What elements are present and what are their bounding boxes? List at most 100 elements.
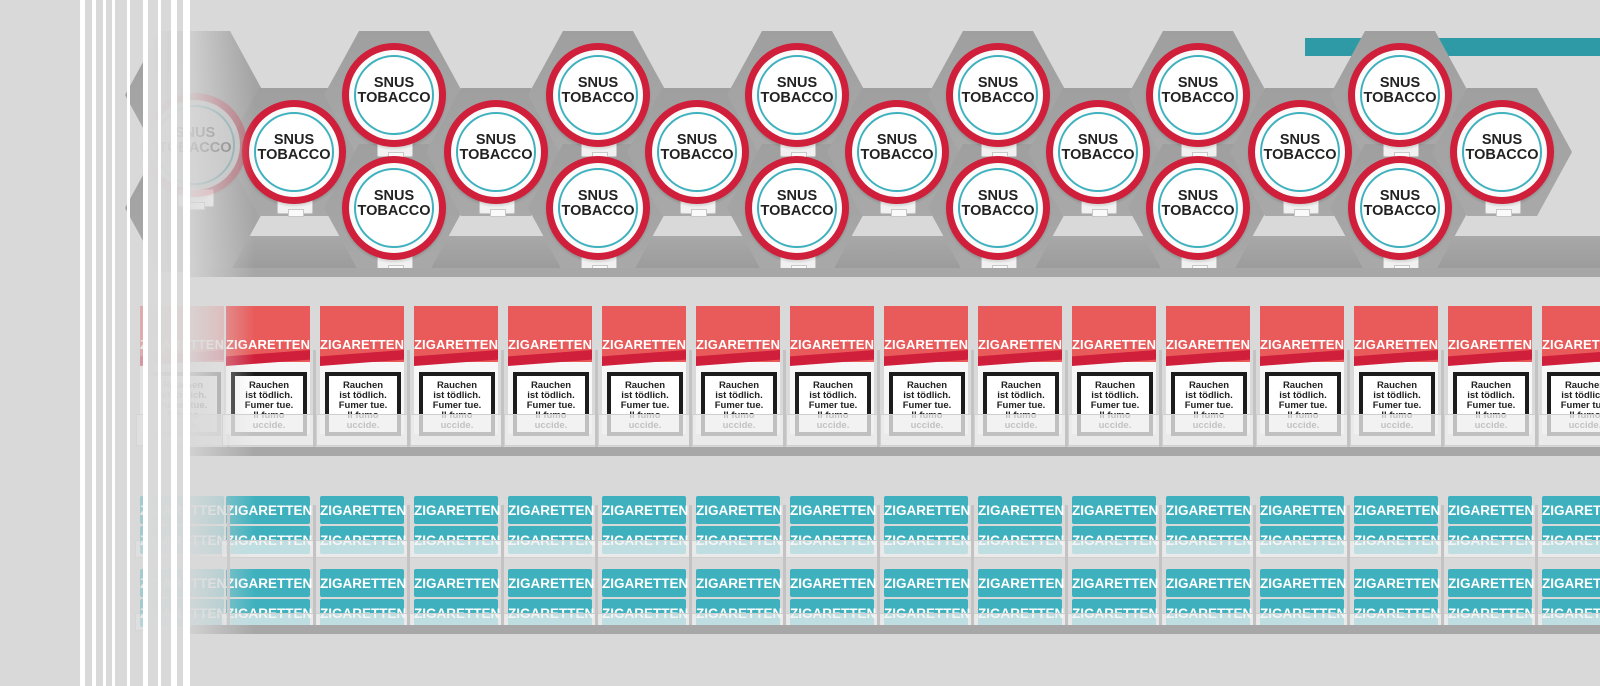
pack-sleeve [692, 414, 784, 446]
pack-brand: ZIGARETTEN [1072, 576, 1159, 591]
pack-brand: ZIGARETTEN [1072, 503, 1159, 518]
pack-brand: ZIGARETTEN [978, 337, 1063, 352]
pack-sleeve [1255, 540, 1351, 558]
pack-brand: ZIGARETTEN [978, 503, 1065, 518]
pack-sleeve [879, 540, 975, 558]
teal-cigarette-pack: ZIGARETTEN [1542, 569, 1600, 597]
pack-sleeve [974, 414, 1066, 446]
tin-label-line2: TOBACCO [1363, 203, 1437, 219]
pack-sleeve [1068, 414, 1160, 446]
teal-cigarette-pack: ZIGARETTEN [790, 496, 877, 524]
warning-line: ist tödlich. [245, 390, 293, 401]
tin-inner-ring [254, 112, 334, 192]
warning-line: Rauchen [530, 380, 572, 391]
pack-brand: ZIGARETTEN [696, 337, 781, 352]
pack-sleeve [315, 540, 411, 558]
pack-sleeve [503, 540, 599, 558]
warning-line: Fumer tue. [996, 400, 1046, 411]
tin-inner-ring [354, 55, 434, 135]
warning-line: Fumer tue. [620, 400, 670, 411]
pack-sleeve [1161, 540, 1257, 558]
pack-brand: ZIGARETTEN [884, 503, 971, 518]
tin-label-line2: TOBACCO [760, 203, 834, 219]
pack-sleeve [1443, 540, 1539, 558]
tin-inner-ring [354, 168, 434, 248]
teal-cigarette-pack: ZIGARETTEN [1448, 569, 1535, 597]
tin-label-line2: TOBACCO [1263, 147, 1337, 163]
tin-label-line2: TOBACCO [961, 90, 1035, 106]
warning-line: Fumer tue. [432, 400, 482, 411]
teal-cigarette-pack: ZIGARETTEN [1072, 496, 1159, 524]
teal-cigarette-pack: ZIGARETTEN [1354, 496, 1440, 524]
warning-line: ist tödlich. [1185, 390, 1233, 401]
warning-line: Fumer tue. [808, 400, 858, 411]
pack-sleeve [1537, 540, 1600, 558]
warning-line: ist tödlich. [527, 390, 575, 401]
tin-label-line2: TOBACCO [357, 203, 431, 219]
pack-brand: ZIGARETTEN [508, 337, 593, 352]
pack-divider [783, 505, 786, 625]
warning-line: Rauchen [1376, 380, 1418, 391]
pack-brand: ZIGARETTEN [1166, 337, 1251, 352]
teal-cigarette-pack: ZIGARETTEN [1260, 496, 1346, 524]
support-pole [80, 0, 85, 686]
tin-inner-ring [657, 112, 737, 192]
tin-inner-ring [1462, 112, 1542, 192]
pack-divider [877, 350, 880, 447]
warning-line: Rauchen [624, 380, 666, 391]
tin-inner-ring [757, 168, 837, 248]
pack-divider [783, 350, 786, 447]
pack-top [1542, 306, 1600, 362]
warning-line: Fumer tue. [902, 400, 952, 411]
teal-cigarette-pack: ZIGARETTEN [602, 569, 688, 597]
pack-brand: ZIGARETTEN [1166, 576, 1253, 591]
tin-inner-ring [1058, 112, 1138, 192]
tin-inner-ring [558, 168, 638, 248]
tin-label-line1: SNUS [977, 75, 1019, 91]
pack-sleeve [504, 414, 596, 446]
pack-divider [1347, 505, 1350, 625]
pack-brand: ZIGARETTEN [790, 503, 877, 518]
warning-line: ist tödlich. [997, 390, 1045, 401]
warning-line: Fumer tue. [526, 400, 576, 411]
support-pole [112, 0, 115, 686]
pack-divider [501, 505, 504, 625]
teal-cigarette-pack: ZIGARETTEN [602, 496, 689, 524]
warning-line: Rauchen [1282, 380, 1324, 391]
tin-label-line1: SNUS [373, 75, 415, 91]
pack-brand: ZIGARETTEN [1448, 576, 1535, 591]
pack-sleeve [786, 414, 878, 446]
pack-sleeve [1538, 414, 1600, 446]
warning-line: ist tödlich. [1279, 390, 1327, 401]
pack-divider [1159, 505, 1162, 625]
pack-brand: ZIGARETTEN [602, 503, 689, 518]
tin-label-line1: SNUS [1481, 132, 1523, 148]
warning-line: ist tödlich. [1467, 390, 1515, 401]
tin-label-line2: TOBACCO [760, 90, 834, 106]
pack-sleeve [1444, 414, 1536, 446]
left-fade [145, 0, 255, 686]
warning-line: Fumer tue. [1090, 400, 1140, 411]
pack-sleeve [1067, 540, 1163, 558]
tin-label-line2: TOBACCO [1363, 90, 1437, 106]
teal-cigarette-pack: ZIGARETTEN [508, 569, 594, 597]
pack-sleeve [973, 540, 1069, 558]
